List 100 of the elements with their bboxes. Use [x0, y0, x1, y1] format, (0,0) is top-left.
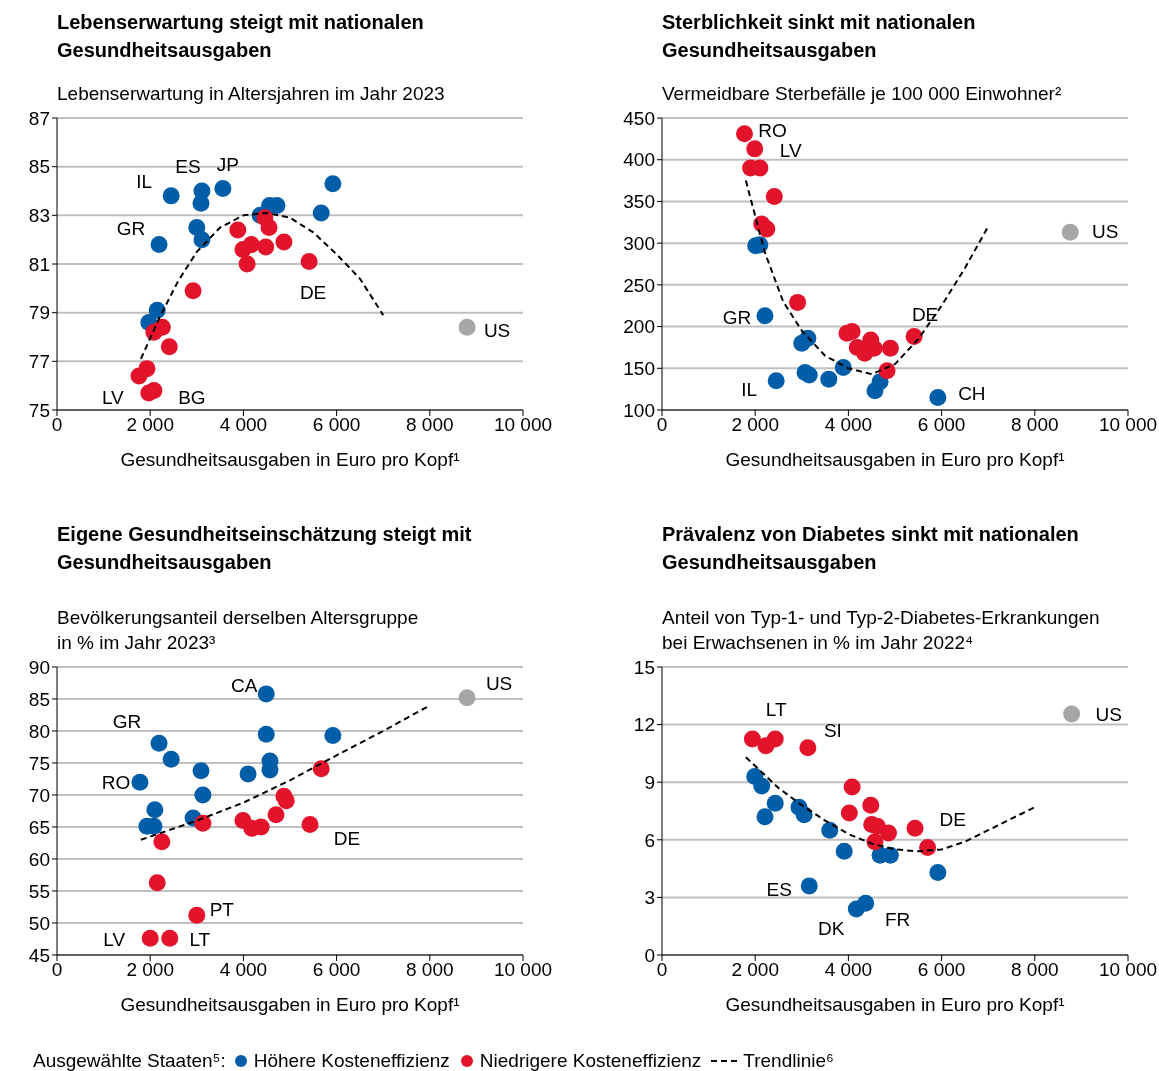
- x-tick-label: 2 000: [731, 959, 779, 981]
- annotation: PT: [209, 898, 235, 920]
- point: [162, 750, 180, 768]
- point: [257, 685, 275, 703]
- point: [301, 815, 319, 833]
- annotation: DE: [939, 808, 966, 830]
- y-tick-label: 300: [623, 232, 655, 254]
- x-axis-title: Gesundheitsausgaben in Euro pro Kopf¹: [725, 994, 1065, 1015]
- annotation: US: [485, 673, 513, 695]
- chart-subtitle: Vermeidbare Sterbefälle je 100 000 Einwohner²: [662, 82, 1062, 106]
- point: [300, 253, 318, 271]
- annotation: LT: [765, 698, 788, 720]
- point: [929, 388, 947, 406]
- point: [821, 821, 839, 839]
- annotation: FR: [884, 908, 911, 930]
- y-tick-label: 79: [28, 302, 50, 324]
- annotation: DE: [299, 282, 327, 304]
- y-tick-label: 400: [623, 149, 655, 171]
- point: [840, 804, 858, 822]
- point: [1061, 223, 1079, 241]
- annotation: LV: [779, 140, 802, 162]
- point: [153, 833, 171, 851]
- point: [843, 778, 861, 796]
- chart-subtitle: Anteil von Typ-1- und Typ-2-Diabetes-Erkrankungen bei Erwachsenen in % im Jahr 2022⁴: [662, 606, 1100, 655]
- point: [324, 175, 342, 193]
- chart-title: Sterblichkeit sinkt mit nationalen Gesundheitsausgaben: [662, 10, 976, 63]
- point: [242, 236, 260, 254]
- point: [919, 838, 937, 856]
- x-tick-label: 8 000: [1011, 414, 1059, 436]
- point: [857, 894, 875, 912]
- annotation: DK: [818, 918, 845, 940]
- y-tick-label: 250: [623, 274, 655, 296]
- x-tick-label: 4 000: [219, 959, 268, 981]
- x-tick-label: 8 000: [1011, 959, 1059, 981]
- point: [905, 328, 923, 346]
- y-tick-label: 100: [623, 399, 655, 421]
- point: [820, 370, 838, 388]
- x-tick-label: 4 000: [824, 414, 873, 436]
- annotation: ES: [766, 879, 792, 901]
- y-tick-label: 450: [623, 107, 655, 129]
- annotation: CA: [231, 675, 258, 697]
- x-tick-label: 2 000: [731, 414, 779, 436]
- point: [188, 906, 206, 924]
- point: [758, 220, 776, 238]
- annotation: RO: [758, 120, 787, 142]
- y-tick-label: 45: [28, 944, 50, 966]
- x-axis-title: Gesundheitsausgaben in Euro pro Kopf¹: [120, 994, 460, 1015]
- y-tick-label: 150: [623, 358, 655, 380]
- point: [131, 773, 149, 791]
- point: [229, 221, 247, 239]
- y-tick-label: 85: [28, 688, 50, 710]
- annotation: RO: [101, 771, 131, 793]
- point: [275, 233, 293, 251]
- point: [789, 293, 807, 311]
- annotation: US: [1092, 220, 1119, 242]
- point: [192, 194, 210, 212]
- y-tick-label: 9: [644, 771, 655, 793]
- point: [800, 366, 818, 384]
- point: [879, 824, 897, 842]
- chart-title: Eigene Gesundheitseinschätzung steigt mit Gesundheitsausgaben: [57, 522, 472, 575]
- legend-title: Ausgewählte Staaten⁵:: [33, 1050, 226, 1071]
- legend-label: Höhere Kosteneffizienz: [253, 1050, 450, 1071]
- point: [162, 187, 180, 205]
- x-tick-label: 10 000: [493, 959, 553, 981]
- point: [257, 238, 275, 256]
- y-tick-label: 85: [28, 156, 50, 178]
- x-tick-label: 10 000: [1098, 959, 1158, 981]
- y-tick-label: 350: [623, 191, 655, 213]
- chart-subtitle: Lebenserwartung in Altersjahren im Jahr 2023: [57, 82, 445, 106]
- point: [756, 307, 774, 325]
- point: [148, 874, 166, 892]
- point: [795, 806, 813, 824]
- x-tick-label: 4 000: [824, 959, 873, 981]
- annotation: DE: [333, 827, 361, 849]
- x-tick-label: 6 000: [917, 959, 966, 981]
- y-tick-label: 70: [28, 784, 50, 806]
- annotation: LT: [189, 928, 211, 950]
- point: [835, 842, 853, 860]
- x-tick-label: 10 000: [493, 414, 553, 436]
- point: [184, 282, 202, 300]
- point: [458, 318, 476, 336]
- y-tick-label: 55: [28, 880, 50, 902]
- point: [1063, 705, 1081, 723]
- point: [150, 734, 168, 752]
- point: [312, 204, 330, 222]
- point: [238, 255, 256, 273]
- chart-title: Lebenserwartung steigt mit nationalen Gesundheitsausgaben: [57, 10, 424, 63]
- point: [756, 808, 774, 826]
- legend-label: Niedrigere Kosteneffizienz: [479, 1050, 702, 1071]
- y-tick-label: 75: [28, 752, 50, 774]
- point: [746, 140, 764, 158]
- y-tick-label: 80: [28, 720, 50, 742]
- annotation: SI: [823, 720, 842, 742]
- x-tick-label: 6 000: [312, 959, 361, 981]
- x-tick-label: 4 000: [219, 414, 268, 436]
- annotation: LV: [101, 387, 125, 409]
- annotation: DE: [911, 304, 939, 326]
- legend-label: Trendlinie⁶: [743, 1050, 834, 1071]
- y-tick-label: 87: [28, 107, 50, 129]
- y-tick-label: 200: [623, 316, 655, 338]
